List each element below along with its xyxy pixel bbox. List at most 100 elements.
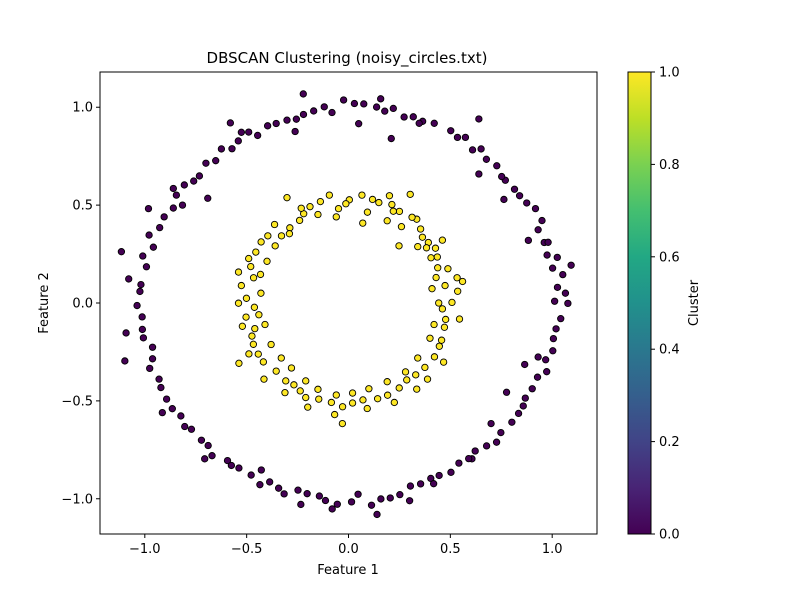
cluster-0-point <box>223 456 232 465</box>
cluster-0-point <box>500 195 508 204</box>
cluster-1-point <box>282 377 290 385</box>
cluster-0-point <box>514 409 523 418</box>
cluster-0-point <box>528 385 536 393</box>
cluster-0-point <box>156 223 164 232</box>
cluster-1-point <box>302 377 310 385</box>
cluster-1-point <box>431 244 440 252</box>
cluster-0-point <box>416 480 425 488</box>
cluster-1-point <box>390 398 398 407</box>
cluster-1-point <box>383 217 391 225</box>
cluster-0-point <box>315 492 324 500</box>
cluster-1-point <box>414 242 422 251</box>
cluster-0-point <box>548 264 557 272</box>
cluster-0-point <box>197 436 206 444</box>
x-tick-label: 0.5 <box>440 542 461 557</box>
cluster-1-point <box>348 399 357 407</box>
cluster-0-point <box>360 100 368 108</box>
cluster-0-point <box>168 405 176 413</box>
cluster-0-point <box>561 289 570 297</box>
cluster-0-point <box>429 480 438 488</box>
cluster-0-point <box>217 145 226 153</box>
cluster-0-point <box>534 226 542 234</box>
cluster-0-point <box>204 441 212 450</box>
cluster-0-point <box>266 478 274 486</box>
cluster-0-point <box>321 496 330 505</box>
cluster-0-point <box>430 119 438 127</box>
cluster-1-point <box>248 332 256 340</box>
cluster-1-point <box>249 274 258 282</box>
cluster-0-point <box>465 454 473 463</box>
cluster-0-point <box>204 194 212 202</box>
cluster-1-point <box>454 287 462 295</box>
cluster-0-point <box>455 459 463 467</box>
cluster-0-point <box>564 299 572 308</box>
cluster-0-point <box>245 128 253 136</box>
cluster-0-point <box>521 394 529 402</box>
cluster-0-point <box>235 464 243 472</box>
colorbar-tick-label: 1.0 <box>659 66 680 81</box>
cluster-0-point <box>521 360 529 369</box>
cluster-0-point <box>280 490 288 498</box>
cluster-1-point <box>250 303 259 311</box>
cluster-0-point <box>409 113 417 121</box>
cluster-1-point <box>245 254 253 263</box>
cluster-1-point <box>413 385 421 393</box>
cluster-0-point <box>328 505 336 513</box>
cluster-0-point <box>435 471 443 480</box>
cluster-1-point <box>395 242 403 250</box>
cluster-1-point <box>438 236 447 244</box>
cluster-1-point <box>395 207 404 216</box>
cluster-0-point <box>534 353 542 361</box>
cluster-1-point <box>254 350 262 358</box>
x-axis-ticks: −1.0 −0.5 0.0 0.5 1.0 <box>129 534 563 557</box>
cluster-1-point <box>427 254 435 262</box>
cluster-0-point <box>320 103 328 111</box>
cluster-1-point <box>358 191 366 199</box>
cluster-0-point <box>148 343 157 351</box>
cluster-0-point <box>461 133 470 142</box>
cluster-0-point <box>162 395 171 403</box>
cluster-0-point <box>559 270 567 279</box>
cluster-1-point <box>406 190 414 199</box>
cluster-1-point <box>444 265 452 273</box>
cluster-1-point <box>375 198 383 207</box>
cluster-1-point <box>272 367 280 375</box>
cluster-0-point <box>482 442 491 450</box>
cluster-0-point <box>487 419 495 428</box>
x-tick-label: −0.5 <box>231 542 263 557</box>
cluster-0-point <box>524 236 533 245</box>
cluster-0-point <box>263 122 272 130</box>
cluster-0-point <box>169 204 177 212</box>
cluster-0-point <box>146 364 154 373</box>
cluster-1-point <box>373 395 382 403</box>
cluster-0-point <box>294 486 302 494</box>
colorbar-label: Cluster <box>687 279 702 326</box>
cluster-1-point <box>342 200 350 208</box>
cluster-1-point <box>245 350 253 358</box>
cluster-1-point <box>433 253 441 261</box>
cluster-1-point <box>383 391 392 399</box>
y-tick-label: −1.0 <box>61 492 93 507</box>
cluster-1-point <box>296 387 304 395</box>
cluster-1-point <box>395 384 403 392</box>
cluster-1-point <box>438 305 447 313</box>
cluster-1-point <box>388 200 396 209</box>
cluster-0-point <box>138 313 146 321</box>
cluster-0-point <box>350 99 359 108</box>
y-tick-label: −0.5 <box>61 394 93 409</box>
cluster-0-point <box>468 146 477 154</box>
cluster-0-point <box>386 494 394 502</box>
cluster-1-point <box>286 224 294 232</box>
cluster-0-point <box>303 490 311 498</box>
cluster-1-point <box>316 197 325 206</box>
cluster-1-point <box>257 238 265 246</box>
cluster-0-point <box>477 145 485 153</box>
cluster-1-point <box>359 219 367 227</box>
cluster-1-point <box>249 340 258 348</box>
colorbar-tick-label: 0.2 <box>659 435 680 450</box>
cluster-0-point <box>187 425 196 433</box>
colorbar-tick-label: 0.4 <box>659 343 680 358</box>
cluster-0-point <box>227 461 236 470</box>
cluster-1-point <box>389 207 397 215</box>
cluster-0-point <box>544 238 552 246</box>
